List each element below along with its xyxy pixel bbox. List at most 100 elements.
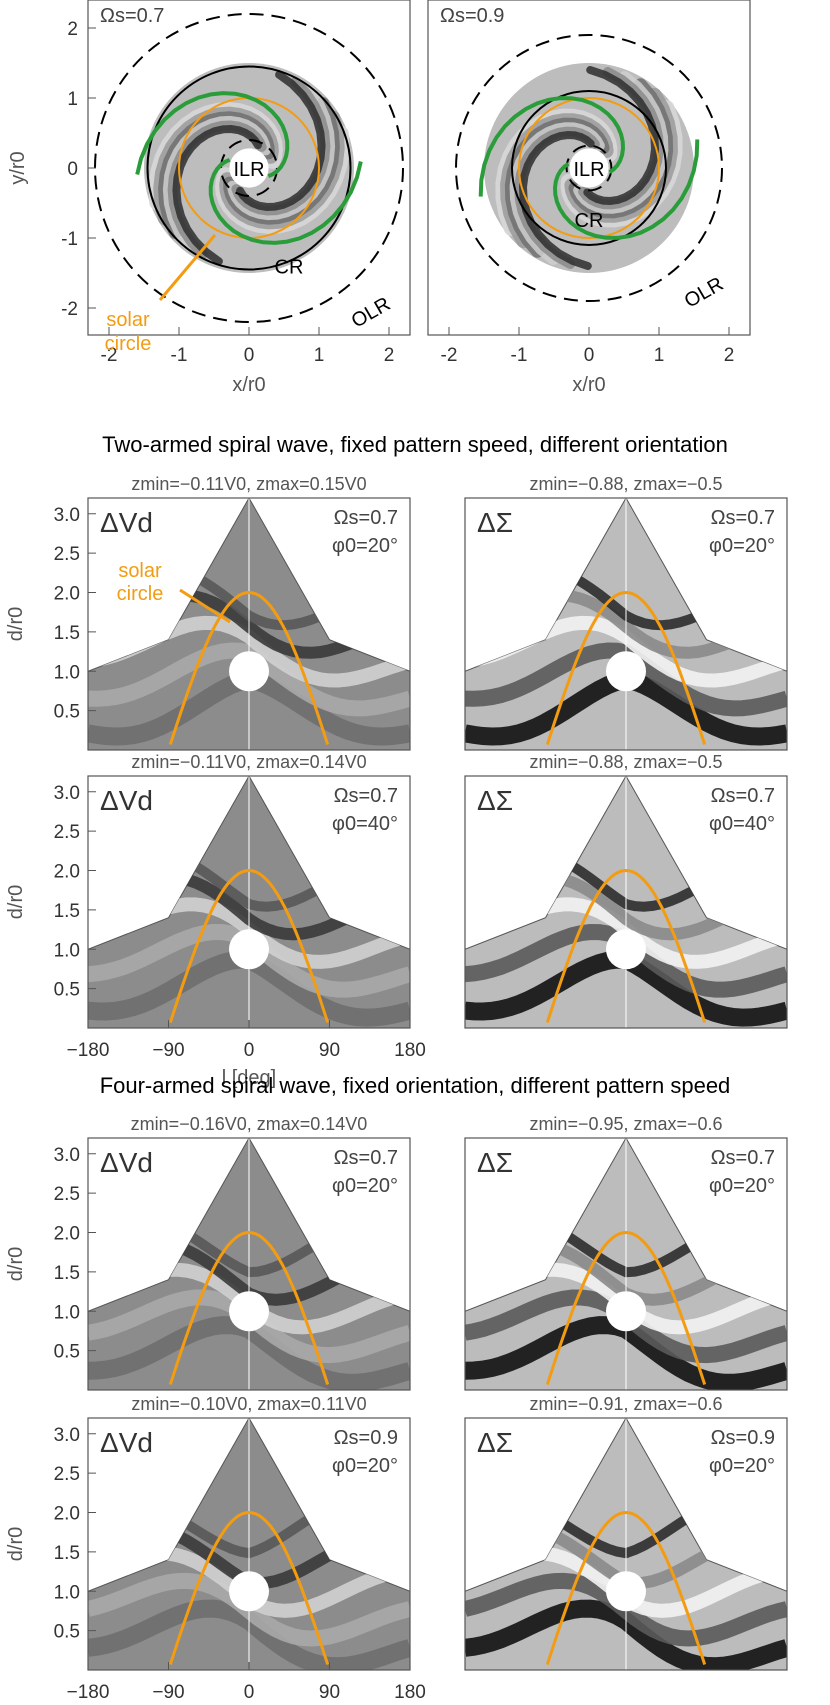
x-tick-label: −180 [67, 1040, 110, 1061]
ring-olr [455, 34, 723, 302]
panel-frame [464, 497, 788, 751]
x-tick-label: 90 [319, 1682, 340, 1703]
panel-frame [464, 775, 788, 1029]
phi-label: φ0=40° [332, 813, 398, 835]
y-tick-label: -2 [61, 299, 78, 320]
label-cr: CR [275, 257, 304, 279]
phi-label: φ0=20° [709, 1455, 775, 1477]
omega-label: Ωs=0.7 [711, 785, 775, 807]
panel-frame [464, 1137, 788, 1391]
lower-panel-1-right: ΔΣ Ωs=0.7 φ0=40° zmin=−0.88, zmax=−0.5 [464, 752, 788, 1029]
y-tick-label: 0.5 [54, 1342, 80, 1363]
y-axis-label: d/r0 [5, 607, 27, 641]
disk-hole [229, 148, 269, 188]
x-tick-label: -2 [101, 345, 118, 366]
omega-label: Ωs=0.7 [334, 507, 398, 529]
x-tick-label: 1 [654, 345, 665, 366]
panel-frame [87, 1137, 411, 1391]
solar-arrow [158, 234, 217, 301]
y-tick-label: 0.5 [54, 702, 80, 723]
lower-panel-1-left: ΔVd Ωs=0.7 φ0=40° zmin=−0.11V0, zmax=0.14V0… [5, 752, 411, 1029]
y-tick-label: 3.0 [54, 1425, 80, 1446]
zrange-label: zmin=−0.95, zmax=−0.6 [529, 1114, 722, 1134]
ring-cr [511, 90, 667, 246]
spiral-arm-tracer [208, 157, 363, 245]
solar-circle-curve [545, 590, 707, 745]
quantity-label: ΔVd [100, 507, 153, 538]
y-axis-label: d/r0 [5, 1527, 27, 1561]
x-tick-label: 90 [319, 1040, 340, 1061]
omega-label: Ωs=0.9 [334, 1427, 398, 1449]
lower-panel-0-right: ΔΣ Ωs=0.7 φ0=20° zmin=−0.88, zmax=−0.5 [464, 474, 788, 751]
solar-circle-curve [545, 868, 707, 1023]
y-tick-label: 3.0 [54, 505, 80, 526]
y-tick-label: 1.5 [54, 901, 80, 922]
zrange-label: zmin=−0.88, zmax=−0.5 [529, 474, 722, 494]
x-tick-label: -2 [441, 345, 458, 366]
label-ilr: ILR [573, 159, 604, 181]
y-tick-label: 1.0 [54, 940, 80, 961]
solar-circle-curve [168, 868, 330, 1023]
y-axis-label: y/r0 [7, 151, 29, 184]
solar-circle-curve [545, 1510, 707, 1665]
omega-label: Ωs=0.9 [440, 5, 504, 27]
solar-label-1: solar [106, 309, 150, 331]
label-ilr: ILR [233, 159, 264, 181]
x-tick-label: 1 [314, 345, 325, 366]
y-tick-label: 1.5 [54, 1263, 80, 1284]
y-tick-label: 2.5 [54, 544, 80, 565]
phi-label: φ0=20° [332, 535, 398, 557]
solar-arrow [179, 588, 231, 624]
y-tick-label: 0 [67, 159, 78, 180]
solar-circle-curve [168, 1230, 330, 1385]
spiral-arm-tracer [552, 139, 700, 240]
zrange-label: zmin=−0.10V0, zmax=0.11V0 [131, 1394, 366, 1414]
omega-label: Ωs=0.7 [334, 785, 398, 807]
omega-label: Ωs=0.7 [711, 1147, 775, 1169]
ring-ilr [220, 139, 278, 197]
y-tick-label: 0.5 [54, 1622, 80, 1643]
x-tick-label: 2 [724, 345, 735, 366]
x-axis-label: l [deg] [222, 1067, 276, 1089]
panel-content [88, 498, 410, 750]
panel-frame [464, 1417, 788, 1671]
y-tick-label: 2.0 [54, 1504, 80, 1525]
x-tick-label: −90 [152, 1682, 184, 1703]
x-tick-label: −90 [152, 1040, 184, 1061]
quantity-label: ΔΣ [477, 1147, 513, 1178]
x-tick-label: 180 [394, 1682, 426, 1703]
solar-label-2: circle [105, 333, 152, 355]
arm-band [583, 66, 660, 206]
y-tick-label: 2 [67, 19, 78, 40]
label-cr: CR [575, 210, 604, 232]
quantity-label: ΔΣ [477, 785, 513, 816]
ring-ilr [565, 144, 613, 192]
y-tick-label: 1.0 [54, 1302, 80, 1323]
phi-label: φ0=20° [709, 1175, 775, 1197]
y-tick-label: -1 [61, 229, 78, 250]
quantity-label: ΔΣ [477, 507, 513, 538]
zrange-label: zmin=−0.88, zmax=−0.5 [529, 752, 722, 772]
x-tick-label: 0 [244, 1040, 255, 1061]
phi-label: φ0=20° [709, 535, 775, 557]
x-tick-label: -1 [171, 345, 188, 366]
phi-label: φ0=20° [332, 1175, 398, 1197]
x-axis-label: x/r0 [572, 374, 605, 396]
lower-panel-0-left: ΔVd Ωs=0.7 φ0=20° zmin=−0.11V0, zmax=0.15V0… [5, 474, 411, 751]
spiral-arm-tracer [135, 91, 290, 179]
arm-band [518, 130, 595, 270]
x-tick-label: 180 [394, 1040, 426, 1061]
spiral-arm-tracer [478, 96, 626, 197]
omega-label: Ωs=0.7 [334, 1147, 398, 1169]
ring-solar-circle [518, 97, 660, 239]
phi-label: φ0=20° [332, 1455, 398, 1477]
x-tick-label: 0 [584, 345, 595, 366]
y-tick-label: 1 [67, 89, 78, 110]
zrange-label: zmin=−0.16V0, zmax=0.14V0 [131, 1114, 368, 1134]
y-tick-label: 2.5 [54, 1464, 80, 1485]
y-tick-label: 2.5 [54, 822, 80, 843]
phi-label: φ0=40° [709, 813, 775, 835]
